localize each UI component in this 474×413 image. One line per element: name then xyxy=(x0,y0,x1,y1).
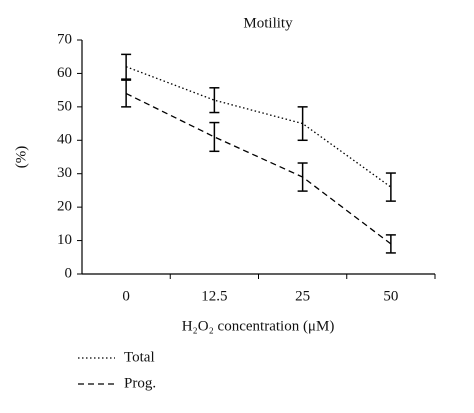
y-tick-label: 50 xyxy=(57,98,72,114)
error-bar xyxy=(121,79,132,108)
error-bar xyxy=(297,106,308,142)
error-bar xyxy=(121,53,132,80)
x-tick-label: 25 xyxy=(295,288,310,304)
error-bar xyxy=(385,172,396,202)
x-tick-label: 0 xyxy=(122,288,130,304)
y-tick-label: 60 xyxy=(57,65,72,81)
error-bar xyxy=(297,162,308,192)
x-tick-label: 50 xyxy=(383,288,398,304)
y-tick-label: 20 xyxy=(57,199,72,215)
x-axis-label: H₂O₂ concentration (μM) xyxy=(182,318,335,334)
error-bar xyxy=(209,87,220,114)
y-tick-label: 40 xyxy=(57,132,72,148)
y-tick-label: 0 xyxy=(65,265,73,281)
y-tick-label: 30 xyxy=(57,165,72,181)
error-bar xyxy=(385,234,396,254)
error-bar xyxy=(209,121,220,153)
y-tick-label: 10 xyxy=(57,232,72,248)
chart-title: Motility xyxy=(243,15,293,31)
legend-label: Prog. xyxy=(124,375,156,391)
legend-label: Total xyxy=(124,349,155,365)
y-tick-label: 70 xyxy=(57,31,72,47)
series-line xyxy=(125,92,392,245)
series-line xyxy=(125,66,392,188)
x-tick-label: 12.5 xyxy=(201,288,227,304)
y-axis-label: (%) xyxy=(13,146,29,169)
